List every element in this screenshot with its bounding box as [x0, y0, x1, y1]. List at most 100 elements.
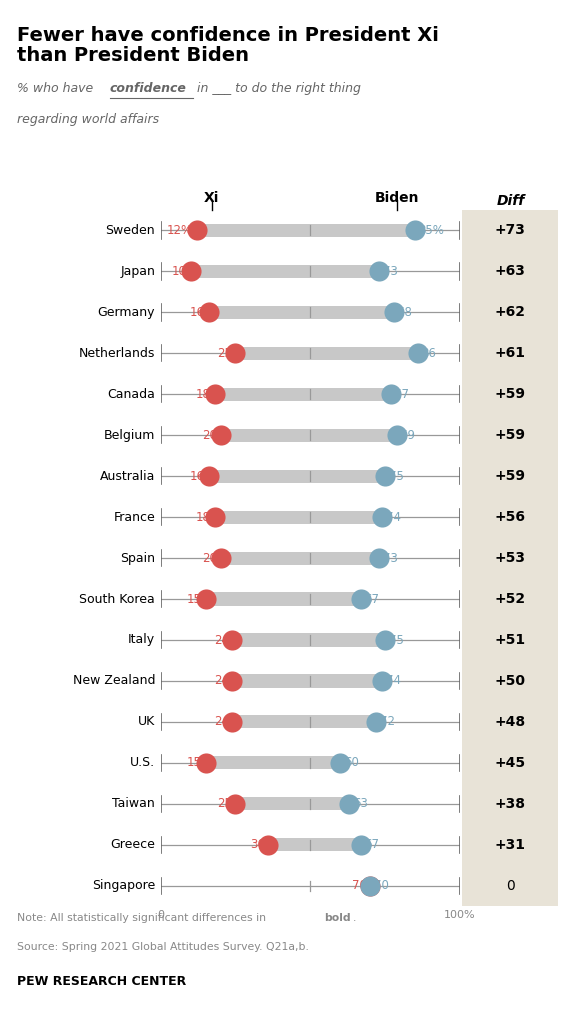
Bar	[235, 347, 418, 359]
Text: bold: bold	[324, 913, 351, 924]
Point	[386, 386, 395, 402]
Bar	[214, 388, 391, 400]
Point	[186, 263, 195, 280]
Text: Netherlands: Netherlands	[79, 347, 155, 359]
Text: 85%: 85%	[418, 224, 444, 237]
Text: 10: 10	[172, 265, 187, 278]
Bar	[205, 757, 340, 769]
Text: 12%: 12%	[167, 224, 193, 237]
Text: .: .	[353, 913, 356, 924]
Point	[192, 222, 201, 239]
Text: Sweden: Sweden	[105, 224, 155, 237]
Point	[210, 386, 219, 402]
Text: 70: 70	[351, 880, 367, 892]
Text: 15: 15	[187, 757, 202, 769]
Text: 16: 16	[190, 470, 205, 482]
Point	[356, 591, 365, 607]
Point	[377, 673, 386, 689]
Text: 73: 73	[382, 265, 398, 278]
Bar	[268, 839, 361, 851]
Text: Belgium: Belgium	[104, 429, 155, 441]
Bar	[205, 593, 361, 605]
Bar	[232, 716, 376, 728]
Text: 15: 15	[187, 593, 202, 605]
Point	[231, 796, 240, 812]
Point	[413, 345, 422, 361]
Text: +52: +52	[495, 592, 526, 606]
Text: 16: 16	[190, 306, 205, 318]
Text: 36: 36	[250, 839, 265, 851]
Bar	[235, 798, 349, 810]
Point	[216, 427, 225, 443]
Text: +53: +53	[495, 551, 526, 565]
Text: +59: +59	[495, 387, 526, 401]
Text: Xi: Xi	[204, 190, 219, 205]
Text: +61: +61	[495, 346, 526, 360]
Text: 20: 20	[202, 552, 217, 564]
Text: 24: 24	[214, 716, 229, 728]
Point	[374, 263, 384, 280]
Text: Greece: Greece	[110, 839, 155, 851]
Text: % who have: % who have	[17, 82, 97, 95]
Bar	[209, 470, 385, 482]
Bar	[214, 511, 382, 523]
Bar	[197, 224, 415, 237]
Text: U.S.: U.S.	[130, 757, 155, 769]
Text: 75: 75	[389, 634, 403, 646]
Point	[201, 755, 210, 771]
Text: 86: 86	[421, 347, 437, 359]
Text: +51: +51	[495, 633, 526, 647]
Text: Diff: Diff	[496, 194, 525, 208]
Bar	[232, 675, 382, 687]
Point	[228, 673, 237, 689]
Text: 25: 25	[217, 798, 232, 810]
Text: than President Biden: than President Biden	[17, 46, 249, 66]
Text: Australia: Australia	[100, 470, 155, 482]
Bar	[221, 552, 379, 564]
Point	[336, 755, 345, 771]
Point	[380, 468, 389, 484]
Text: 0: 0	[506, 879, 515, 893]
Text: 20: 20	[202, 429, 217, 441]
Text: South Korea: South Korea	[80, 593, 155, 605]
Text: 63: 63	[352, 798, 368, 810]
Text: in ___ to do the right thing: in ___ to do the right thing	[193, 82, 362, 95]
Text: +62: +62	[495, 305, 526, 319]
Bar	[232, 634, 385, 646]
Text: 24: 24	[214, 634, 229, 646]
Text: 73: 73	[382, 552, 398, 564]
Point	[410, 222, 419, 239]
Text: +63: +63	[495, 264, 526, 279]
Text: Japan: Japan	[120, 265, 155, 278]
Text: Italy: Italy	[128, 634, 155, 646]
Text: Note: All statistically significant differences in: Note: All statistically significant diff…	[17, 913, 270, 924]
Text: Source: Spring 2021 Global Attitudes Survey. Q21a,b.: Source: Spring 2021 Global Attitudes Sur…	[17, 942, 309, 952]
Point	[356, 837, 365, 853]
Text: UK: UK	[138, 716, 155, 728]
Bar	[209, 306, 394, 318]
Text: 60: 60	[343, 757, 359, 769]
Text: Biden: Biden	[374, 190, 419, 205]
Point	[228, 632, 237, 648]
Text: 67: 67	[364, 593, 380, 605]
Text: regarding world affairs: regarding world affairs	[17, 113, 159, 126]
Text: Canada: Canada	[107, 388, 155, 400]
Point	[228, 714, 237, 730]
Text: 79: 79	[400, 429, 416, 441]
Text: +56: +56	[495, 510, 526, 524]
Point	[216, 550, 225, 566]
Point	[374, 550, 384, 566]
Point	[210, 509, 219, 525]
Text: +48: +48	[495, 715, 526, 729]
Text: Singapore: Singapore	[92, 880, 155, 892]
Text: +73: +73	[495, 223, 526, 238]
Text: +59: +59	[495, 469, 526, 483]
Point	[393, 427, 402, 443]
Text: 24: 24	[214, 675, 229, 687]
Point	[377, 509, 386, 525]
Point	[365, 878, 374, 894]
Text: 72: 72	[380, 716, 395, 728]
Text: +45: +45	[495, 756, 526, 770]
Text: Spain: Spain	[120, 552, 155, 564]
Text: Fewer have confidence in President Xi: Fewer have confidence in President Xi	[17, 26, 439, 45]
